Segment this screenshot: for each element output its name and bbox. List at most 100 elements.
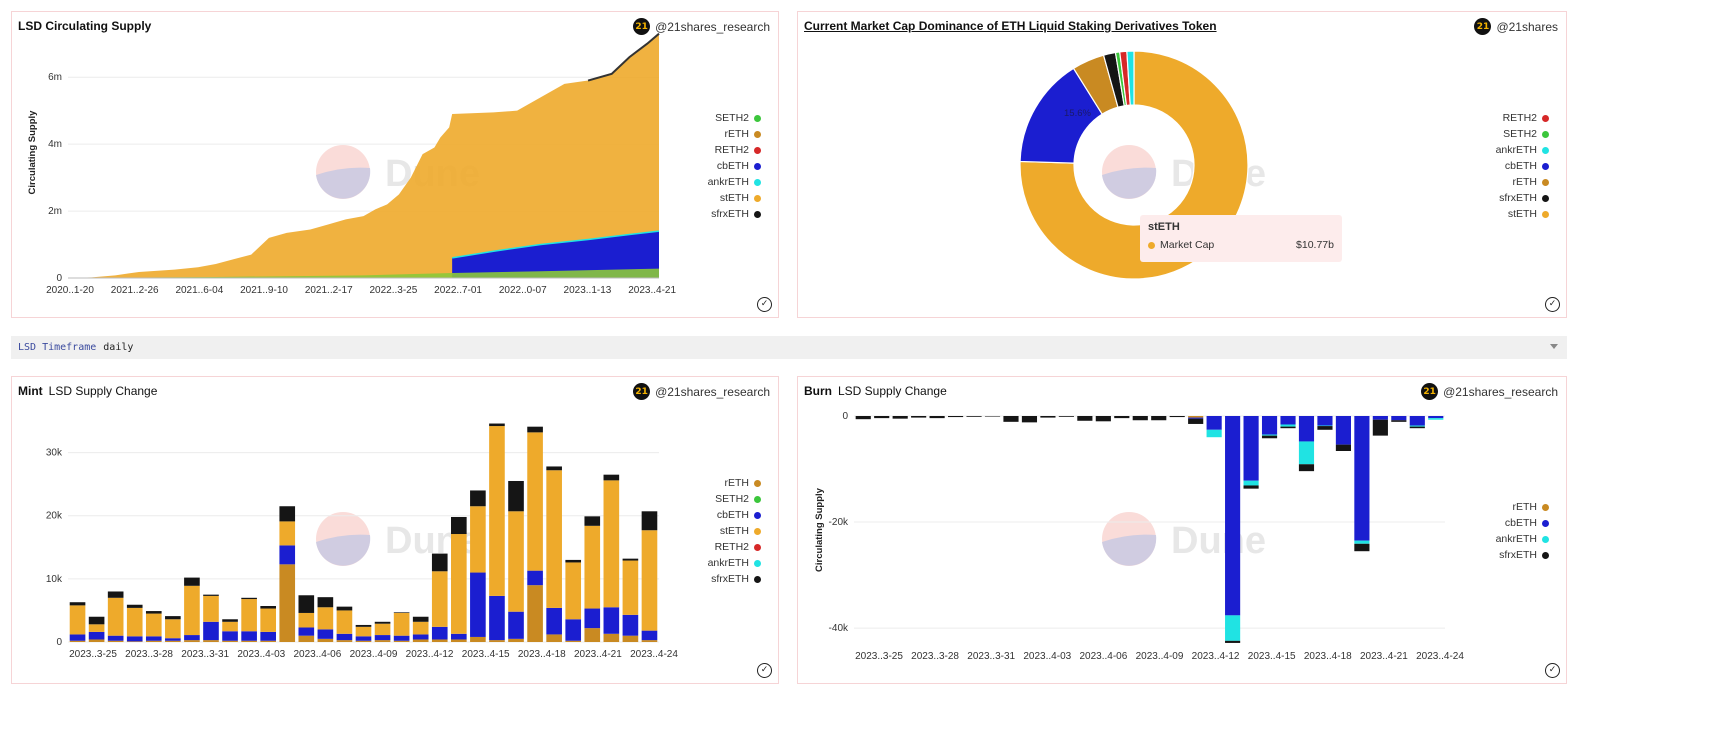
legend-item-cbeth[interactable]: cbETH xyxy=(717,507,761,523)
legend-item-cbeth[interactable]: cbETH xyxy=(1505,515,1549,531)
bar-segment-cbeth xyxy=(1409,416,1425,426)
legend-item-sfrxeth[interactable]: sfrxETH xyxy=(1499,190,1549,206)
bar-segment-sfrxeth xyxy=(1280,426,1296,429)
bar-segment-reth xyxy=(565,640,582,642)
legend-item-ankreth[interactable]: ankrETH xyxy=(708,174,761,190)
legend-dot xyxy=(1542,194,1549,202)
bar-segment-sfrxeth xyxy=(874,416,890,419)
legend-item-sfrxeth[interactable]: sfrxETH xyxy=(711,206,761,222)
legend-label: SETH2 xyxy=(715,112,749,124)
tooltip-row: Market Cap $10.77b xyxy=(1148,239,1334,251)
author-link[interactable]: 21 @21shares_research xyxy=(1421,383,1558,400)
legend-item-seth2[interactable]: SETH2 xyxy=(715,110,761,126)
legend-dot xyxy=(1542,535,1549,543)
author-link[interactable]: 21 @21shares_research xyxy=(633,18,770,35)
bar-segment-sfrxeth xyxy=(470,490,486,507)
x-tick-label: 2023..4-24 xyxy=(1416,651,1464,662)
bar-segment-steth xyxy=(222,621,238,632)
bar-segment-sfrxeth xyxy=(1354,543,1370,552)
bar-segment-steth xyxy=(641,530,658,631)
x-tick-label: 2021..9-10 xyxy=(240,285,288,296)
legend-item-seth2[interactable]: SETH2 xyxy=(715,491,761,507)
bar-segment-sfrxeth xyxy=(1372,419,1388,436)
bar-segment-sfrxeth xyxy=(603,474,620,481)
bar-segment-sfrxeth xyxy=(1132,416,1148,421)
bar-segment-reth xyxy=(107,640,124,642)
legend-item-cbeth[interactable]: cbETH xyxy=(1505,158,1549,174)
y-tick-label: 10k xyxy=(46,574,63,585)
legend-dot xyxy=(754,130,761,138)
area-ankreth-edge xyxy=(452,230,660,259)
author-link[interactable]: 21 @21shares_research xyxy=(633,383,770,400)
legend-item-reth[interactable]: rETH xyxy=(1512,499,1549,515)
burn-chart: Dune -40k -20k 0 2023..3-25 2023..3-28 2023..3… xyxy=(814,411,1464,662)
bar-segment-sfrxeth xyxy=(565,559,582,563)
bar-segment-cbeth xyxy=(508,611,524,639)
legend-item-reth[interactable]: rETH xyxy=(725,475,761,491)
bar-segment-steth xyxy=(165,619,181,639)
legend-item-cbeth[interactable]: cbETH xyxy=(717,158,761,174)
bar-segment-sfrxeth xyxy=(260,606,276,609)
bar-segment-steth xyxy=(489,426,505,596)
author-handle: @21shares_research xyxy=(655,384,770,399)
legend-item-steth[interactable]: stETH xyxy=(720,190,761,206)
legend-dot xyxy=(1542,114,1549,122)
legend-item-sfrxeth[interactable]: sfrxETH xyxy=(1499,547,1549,563)
bar-segment-sfrxeth xyxy=(948,416,964,418)
legend-item-steth[interactable]: stETH xyxy=(1508,206,1549,222)
legend-item-seth2[interactable]: SETH2 xyxy=(1503,126,1549,142)
bar-segment-reth xyxy=(622,635,639,642)
x-tick-label: 2023..4-18 xyxy=(518,649,566,660)
bar-segment-steth xyxy=(145,613,162,637)
bar-segment-cbeth xyxy=(1261,416,1278,435)
bar-segment-sfrxeth xyxy=(317,597,334,608)
dominance-chart-title[interactable]: Current Market Cap Dominance of ETH Liqu… xyxy=(804,19,1217,33)
bar-segment-cbeth xyxy=(641,630,658,641)
legend-label: rETH xyxy=(724,128,750,140)
bar-segment-cbeth xyxy=(1298,416,1315,442)
x-tick-label: 2021..2-17 xyxy=(305,285,353,296)
bar-segment-sfrxeth xyxy=(855,416,871,420)
bar-segment-steth xyxy=(355,626,372,637)
legend-item-reth2[interactable]: RETH2 xyxy=(715,539,761,555)
author-link[interactable]: 21 @21shares xyxy=(1474,18,1558,35)
bar-segment-cbeth xyxy=(603,607,620,634)
bar-segment-cbeth xyxy=(546,607,562,635)
bar-segment-sfrxeth xyxy=(1335,444,1351,451)
dune-watermark-logo-shade xyxy=(1102,534,1157,566)
legend-item-sfrxeth[interactable]: sfrxETH xyxy=(711,571,761,587)
bar-segment-steth xyxy=(374,623,391,636)
verified-check-icon: ✓ xyxy=(757,297,772,312)
bar-segment-reth xyxy=(412,639,429,642)
x-tick-label: 2023..4-15 xyxy=(1248,651,1296,662)
legend-item-ankreth[interactable]: ankrETH xyxy=(1496,531,1549,547)
bar-segment-cbeth xyxy=(355,636,372,641)
bar-segment-sfrxeth xyxy=(1095,416,1111,422)
bar-segment-steth xyxy=(69,605,86,635)
legend-item-reth2[interactable]: RETH2 xyxy=(715,142,761,158)
legend-item-ankreth[interactable]: ankrETH xyxy=(1496,142,1549,158)
legend-item-reth2[interactable]: RETH2 xyxy=(1503,110,1549,126)
y-tick-label: -20k xyxy=(829,517,849,528)
legend-item-reth[interactable]: rETH xyxy=(724,126,761,142)
legend-dot xyxy=(754,575,761,583)
supply-chart: Dune02m4m6m2020..1-202021..2-262021..6-0… xyxy=(27,32,676,296)
bar-segment-cbeth xyxy=(1188,417,1204,419)
legend-item-steth[interactable]: stETH xyxy=(720,523,761,539)
x-tick-label: 2022..7-01 xyxy=(434,285,482,296)
x-tick-label: 2021..6-04 xyxy=(175,285,223,296)
legend-dot xyxy=(754,543,761,551)
bar-segment-steth xyxy=(431,571,448,627)
timeframe-filter[interactable]: LSD Timeframe daily xyxy=(11,336,1567,359)
mint-subtitle: LSD Supply Change xyxy=(48,384,158,398)
legend-item-reth[interactable]: rETH xyxy=(1513,174,1549,190)
bar-segment-steth xyxy=(393,612,410,636)
bar-segment-cbeth xyxy=(241,631,257,641)
dune-watermark-logo-shade xyxy=(316,167,371,199)
legend-dot xyxy=(1542,210,1549,218)
x-tick-label: 2023..3-28 xyxy=(125,649,173,660)
legend-item-ankreth[interactable]: ankrETH xyxy=(708,555,761,571)
bar-segment-reth xyxy=(165,640,181,642)
legend-label: rETH xyxy=(1512,501,1538,513)
chevron-down-icon[interactable] xyxy=(1550,344,1558,349)
